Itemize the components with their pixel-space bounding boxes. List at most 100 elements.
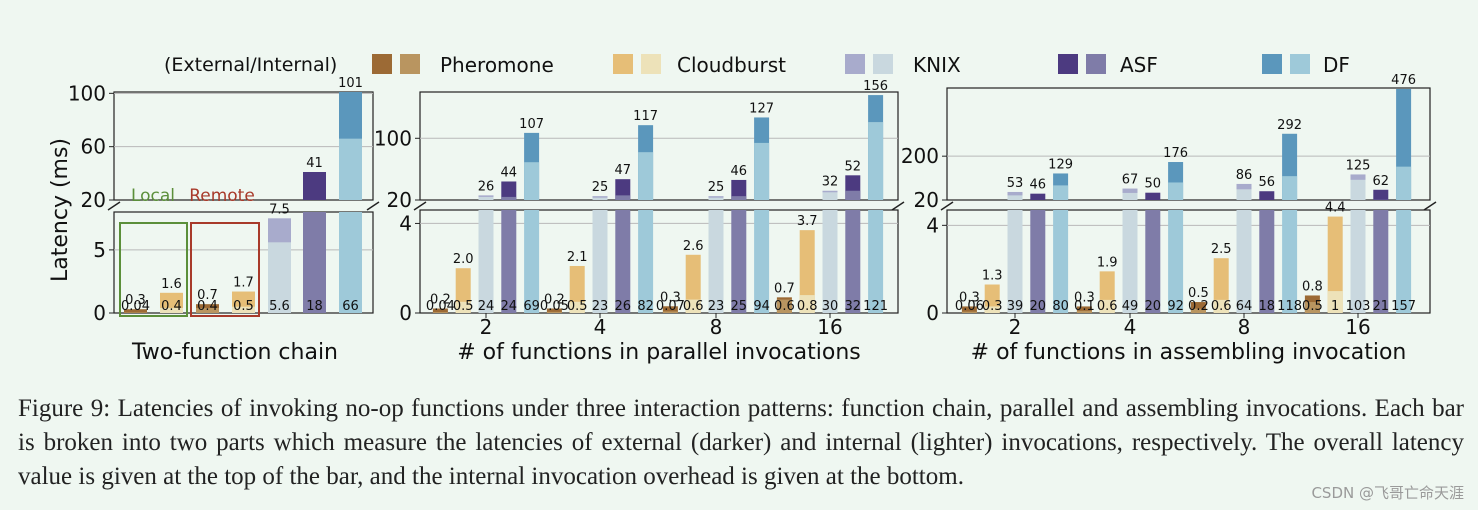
panel2-bar-internal-df <box>524 162 540 200</box>
panel3-label-internal-knix: 103 <box>1346 299 1371 314</box>
panel1-bar-internal-knix <box>268 242 291 313</box>
panel3-ytick-label: 0 <box>926 301 939 325</box>
panel2-label-total-pheromone: 0.3 <box>660 290 681 305</box>
panel3-bar-lower-df <box>1282 210 1298 313</box>
panel3-label-internal-asf: 18 <box>1259 299 1276 314</box>
panel3-label-internal-pheromone: 0.2 <box>1188 299 1209 314</box>
panel3-bar-internal-df <box>1396 166 1412 200</box>
panel3-bar-lower-asf <box>1030 210 1046 313</box>
panel3-label-total-knix: 125 <box>1346 158 1371 173</box>
panel1-label-internal-asf: 18 <box>306 299 323 314</box>
panel3-bar-lower-knix <box>1236 210 1252 313</box>
panel3-xtick-label: 16 <box>1345 315 1370 339</box>
panel2-bar-external-pheromone <box>662 306 678 313</box>
panel2-label-internal-cloudburst: 0.6 <box>683 299 704 314</box>
legend-swatch-external-knix <box>845 54 865 74</box>
panel2-label-total-asf: 46 <box>731 164 748 179</box>
local-annotation: Local <box>131 186 175 206</box>
panel2-bar-internal-knix <box>592 197 608 200</box>
panel3-bar-external-pheromone <box>961 306 977 313</box>
panel2-bar-internal-asf <box>845 190 861 200</box>
panel3-label-total-pheromone: 0.8 <box>1302 279 1323 294</box>
panel2-label-internal-cloudburst: 0.5 <box>453 299 474 314</box>
panel3-label-internal-asf: 21 <box>1373 299 1390 314</box>
panel3-bar-internal-pheromone <box>1190 308 1206 313</box>
panel2-bar-external-cloudburst <box>685 254 701 313</box>
panel1-bar-external-asf <box>303 172 326 200</box>
panel1-label-internal-pheromone: 0.04 <box>121 299 150 314</box>
panel2-bar-internal-pheromone <box>776 299 792 313</box>
panel2-label-internal-df: 121 <box>863 299 888 314</box>
remote-group-box <box>190 222 260 317</box>
panel2-bar-lower-asf <box>501 210 517 313</box>
panel1-label-internal-pheromone: 0.4 <box>197 299 218 314</box>
panel2-label-total-cloudburst: 3.7 <box>797 214 818 229</box>
panel3-label-total-df: 292 <box>1277 118 1302 133</box>
panel2-xtick-label: 4 <box>594 315 607 339</box>
legend-swatch-internal-cloudburst <box>641 54 661 74</box>
panel1-ytick-label: 20 <box>81 188 106 212</box>
panel2-bar-internal-pheromone <box>662 311 678 313</box>
panel3-bar-lower-knix <box>1122 210 1138 313</box>
panel2-bar-lower-knix <box>822 210 838 313</box>
panel3-bar-lower-df <box>1168 210 1184 313</box>
panel3-label-total-knix: 53 <box>1007 176 1024 191</box>
panel3-bar-external-cloudburst <box>1327 216 1343 313</box>
panel3-bar-internal-df <box>1282 176 1298 200</box>
panel2-bar-internal-asf <box>615 195 631 200</box>
y-axis-label: Latency (ms) <box>48 138 73 282</box>
panel3-label-total-cloudburst: 4.4 <box>1325 201 1346 216</box>
panel2-label-internal-pheromone: 0.6 <box>774 299 795 314</box>
panel1-axis-break-mark <box>107 201 121 211</box>
panel2-bar-lower-df <box>868 210 884 313</box>
panel3-label-total-asf: 50 <box>1145 177 1162 192</box>
panel2-label-internal-df: 94 <box>753 299 770 314</box>
panel2-label-total-asf: 52 <box>845 159 862 174</box>
panel2-label-internal-knix: 30 <box>822 299 839 314</box>
panel3-bar-internal-cloudburst <box>984 306 1000 313</box>
panel3-label-internal-df: 80 <box>1052 299 1069 314</box>
panel2-upper-frame <box>419 91 899 201</box>
panel2-ytick-label: 0 <box>399 301 412 325</box>
panel3-axis-break-mark <box>1423 201 1437 211</box>
panel2-label-internal-asf: 32 <box>845 299 862 314</box>
panel2-xlabel: # of functions in parallel invocations <box>457 340 861 365</box>
panel2-bar-lower-knix <box>478 210 494 313</box>
panel2-bar-lower-asf <box>845 210 861 313</box>
panel3-ytick-label: 4 <box>926 213 939 237</box>
panel3-bar-lower-df <box>1053 210 1069 313</box>
panel2-bar-internal-pheromone <box>546 311 562 313</box>
panel2-label-total-knix: 25 <box>592 180 609 195</box>
panel2-ytick-label: 100 <box>374 126 412 150</box>
legend-label-pheromone: Pheromone <box>440 53 554 77</box>
legend-swatch-external-cloudburst <box>613 54 633 74</box>
panel3-label-total-pheromone: 0.3 <box>959 290 980 305</box>
panel2-bar-internal-df <box>638 152 654 200</box>
legend-label-asf: ASF <box>1120 53 1158 77</box>
panel3-bar-external-cloudburst <box>984 284 1000 313</box>
panel2-label-internal-cloudburst: 0.8 <box>797 299 818 314</box>
panel3-bar-external-asf <box>1259 191 1275 200</box>
panel2-bar-lower-asf <box>615 210 631 313</box>
panel2-bar-internal-cloudburst <box>569 301 585 313</box>
panel2-label-internal-df: 69 <box>523 299 540 314</box>
panel2-bar-external-asf <box>615 179 631 200</box>
panel3-lower-frame <box>946 209 1431 314</box>
panel3-label-total-pheromone: 0.5 <box>1188 286 1209 301</box>
panel2-label-total-df: 127 <box>749 101 774 116</box>
panel1-ytick-label: 0 <box>93 301 106 325</box>
panel2-xtick-label: 2 <box>480 315 493 339</box>
panel1-label-internal-knix: 5.6 <box>269 299 290 314</box>
panel2-bar-lower-df <box>754 210 770 313</box>
legend-label-df: DF <box>1323 53 1350 77</box>
panel1-label-total-cloudburst: 1.6 <box>161 277 182 292</box>
panel3-bar-internal-cloudburst <box>1327 291 1343 313</box>
panel2-bar-internal-asf <box>731 196 747 200</box>
panel2-label-internal-asf: 25 <box>731 299 748 314</box>
panel3-label-internal-cloudburst: 0.6 <box>1097 299 1118 314</box>
panel2-bar-external-asf <box>501 181 517 200</box>
legend-swatch-external-df <box>1262 54 1282 74</box>
panel2-bar-internal-asf <box>501 196 517 200</box>
panel3-bar-external-asf <box>1145 192 1161 200</box>
panel2-bar-internal-pheromone <box>432 312 448 313</box>
